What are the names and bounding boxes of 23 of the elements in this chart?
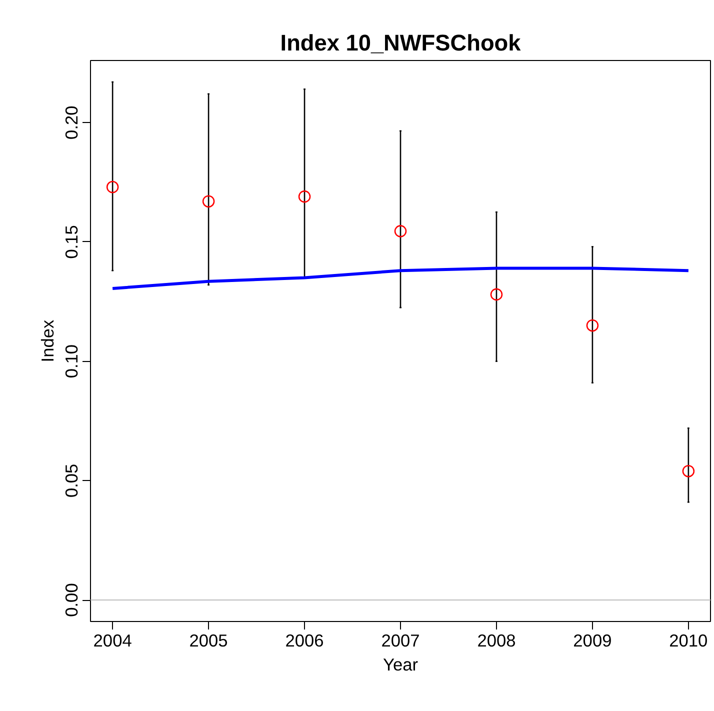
y-axis-title: Index: [38, 319, 58, 362]
x-tick-label: 2008: [477, 630, 516, 650]
x-tick-label: 2004: [93, 630, 132, 650]
point: [490, 288, 503, 301]
x-tick-label: 2006: [285, 630, 324, 650]
y-tick-label: 0.05: [62, 464, 82, 498]
x-tick-label: 2005: [189, 630, 228, 650]
point: [202, 195, 215, 208]
x-tick-label: 2009: [573, 630, 612, 650]
point: [298, 190, 311, 203]
y-tick-label: 0.15: [62, 225, 82, 259]
point: [394, 225, 407, 238]
chart-title: Index 10_NWFSChook: [280, 30, 522, 56]
point: [106, 180, 119, 194]
y-tick-label: 0.10: [62, 344, 82, 378]
x-tick-label: 2010: [669, 630, 708, 650]
y-tick-label: 0.20: [62, 106, 82, 140]
x-axis-title: Year: [382, 654, 418, 674]
point: [586, 319, 599, 332]
y-tick-label: 0.00: [62, 583, 82, 617]
line-series: [111, 266, 690, 290]
point: [682, 464, 695, 478]
x-tick-label: 2007: [381, 630, 420, 650]
